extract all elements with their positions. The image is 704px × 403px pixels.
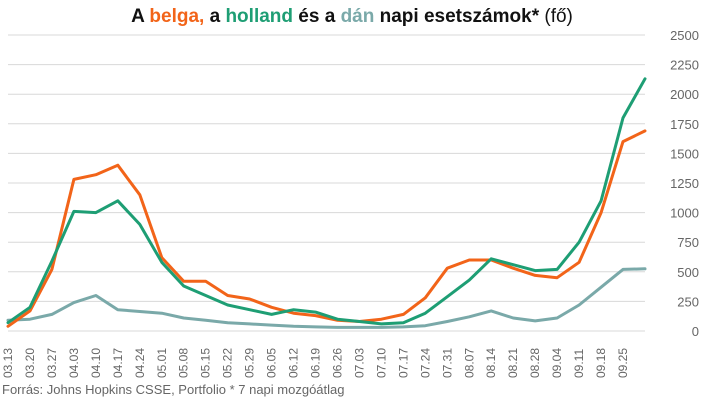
x-tick-label: 03.13 [1,348,15,378]
x-tick-label: 09.11 [572,349,586,378]
series-line-dan [6,267,647,329]
x-tick-label: 07.24 [418,348,432,378]
x-tick-label: 05.15 [199,348,213,378]
x-tick-label: 08.14 [484,348,498,378]
y-tick-label: 250 [677,294,699,309]
y-tick-label: 2500 [670,28,699,43]
y-tick-label: 2000 [670,87,699,102]
x-tick-label: 06.05 [265,348,279,378]
y-tick-label: 1500 [670,146,699,161]
x-tick-label: 09.18 [594,348,608,378]
y-axis: 0 250 500 750 1000 1250 1500 1750 2000 2250 2500 [670,28,699,339]
x-tick-label: 06.12 [287,348,301,378]
x-tick-label: 09.04 [550,348,564,378]
x-tick-label: 08.21 [506,348,520,378]
x-tick-label: 08.07 [462,348,476,378]
x-tick-label: 05.08 [177,348,191,378]
title-holland: holland [225,6,294,27]
x-tick-label: 03.20 [23,348,37,378]
x-tick-label: 06.26 [330,348,344,378]
y-tick-label: 1000 [670,206,699,221]
title-unit: (fő) [539,6,573,27]
x-tick-label: 04.10 [89,348,103,378]
x-tick-label: 07.31 [440,348,454,378]
title-text: a [204,6,226,27]
title-dan: dán [340,6,375,27]
series-line-belga [6,129,647,328]
x-tick-label: 03.27 [45,348,59,378]
x-tick-label: 08.28 [528,348,542,378]
y-tick-label: 1250 [670,176,699,191]
x-tick-label: 09.25 [616,348,630,378]
x-tick-label: 04.24 [133,348,147,378]
x-tick-label: 04.17 [111,348,125,378]
y-tick-label: 1750 [670,117,699,132]
x-tick-label: 05.29 [243,348,257,378]
title-text: és a [293,6,341,27]
x-tick-label: 07.17 [396,348,410,378]
chart-title: A belga, a holland és a dán napi esetszá… [0,6,704,28]
title-text: napi esetszámok* [374,6,540,27]
x-tick-label: 05.01 [155,348,169,378]
y-tick-label: 750 [677,235,699,250]
series-line-holland [6,77,647,326]
source-footnote: Forrás: Johns Hopkins CSSE, Portfolio * … [2,382,345,397]
y-tick-label: 500 [677,265,699,280]
gridlines [8,34,645,332]
title-text: A [131,6,150,27]
y-tick-label: 0 [692,324,699,339]
y-tick-label: 2250 [670,58,699,73]
x-tick-label: 05.22 [221,348,235,378]
series-lines [6,77,647,329]
x-tick-label: 07.10 [374,348,388,378]
x-tick-label: 07.03 [352,348,366,378]
title-belga: belga, [149,6,205,27]
x-tick-label: 06.19 [309,348,323,378]
x-tick-label: 04.03 [67,348,81,378]
x-axis: 03.13 03.20 03.27 04.03 04.10 04.17 04.24 05.01… [1,348,630,378]
